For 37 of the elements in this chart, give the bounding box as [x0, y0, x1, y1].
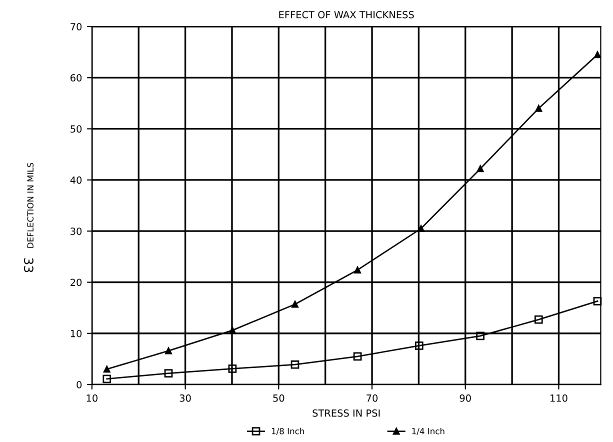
point	[535, 104, 542, 112]
point	[476, 332, 484, 340]
point	[103, 366, 110, 373]
legend-label: 1/4 Inch	[412, 428, 444, 435]
point	[594, 51, 601, 58]
x-tick-label: 90	[460, 394, 471, 402]
y-axis-title: DEFLECTION IN MILS	[27, 162, 34, 248]
point	[354, 266, 362, 274]
point	[418, 225, 424, 232]
point	[228, 364, 237, 373]
x-tick-label: 110	[550, 394, 568, 402]
point	[476, 165, 484, 172]
point	[414, 342, 424, 350]
point	[290, 360, 300, 369]
x-tick-label: 30	[180, 394, 191, 402]
chart-title: EFFECT OF WAX THICKNESS	[279, 10, 414, 18]
point	[292, 300, 298, 308]
x-tick-label: 70	[366, 394, 378, 402]
x-axis-title: STRESS IN PSI	[312, 409, 380, 417]
point	[353, 352, 362, 361]
point	[534, 315, 543, 324]
point	[165, 347, 172, 354]
x-tick-label: 50	[273, 394, 284, 402]
y-tick-label: 40	[70, 176, 82, 184]
point	[164, 369, 173, 378]
y-tick-label: 50	[70, 125, 82, 133]
y-tick-label: 60	[70, 74, 82, 82]
legend-label: 1/8 Inch	[272, 428, 304, 435]
y-tick-label: 20	[70, 278, 82, 286]
point	[593, 297, 602, 306]
text: 33	[24, 258, 34, 272]
x-tick-label: 10	[86, 394, 98, 402]
y-tick-label: 0	[76, 381, 82, 388]
y-tick-label: 70	[70, 23, 82, 30]
y-tick-label: 30	[70, 228, 82, 235]
y-tick-label: 10	[70, 330, 82, 338]
point	[102, 374, 112, 384]
